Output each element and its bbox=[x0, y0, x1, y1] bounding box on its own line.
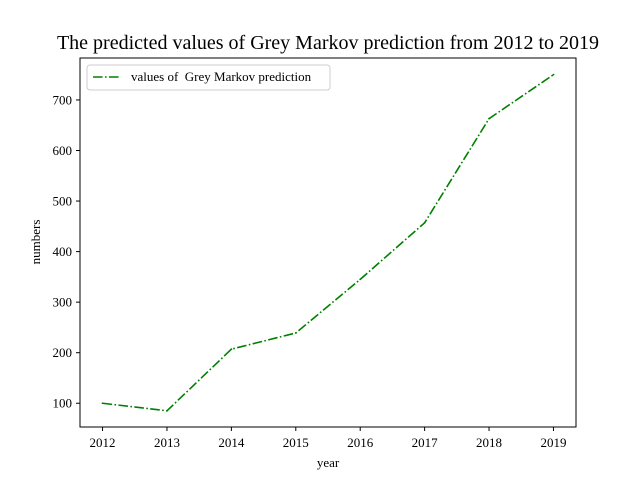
data-point bbox=[552, 73, 555, 76]
data-point bbox=[230, 348, 233, 351]
chart-title: The predicted values of Grey Markov pred… bbox=[57, 32, 599, 54]
y-tick-label: 200 bbox=[53, 345, 73, 360]
series-line bbox=[102, 74, 554, 412]
legend-label: values of Grey Markov prediction bbox=[131, 69, 312, 84]
x-tick-label: 2012 bbox=[90, 435, 116, 450]
x-tick-label: 2014 bbox=[218, 435, 245, 450]
legend-box bbox=[86, 64, 331, 91]
plot-area bbox=[79, 57, 577, 428]
data-point bbox=[423, 221, 426, 224]
data-point bbox=[294, 332, 297, 334]
y-tick-label: 300 bbox=[53, 295, 73, 310]
y-tick-label: 100 bbox=[53, 396, 73, 411]
y-axis-label: numbers bbox=[28, 220, 43, 265]
data-point bbox=[166, 409, 168, 412]
data-point bbox=[101, 402, 104, 405]
x-tick-label: 2016 bbox=[347, 435, 374, 450]
x-axis-label: year bbox=[317, 455, 340, 470]
legend: values of Grey Markov prediction bbox=[86, 64, 331, 91]
y-tick-label: 600 bbox=[53, 143, 73, 158]
data-point bbox=[359, 278, 362, 281]
x-tick-label: 2015 bbox=[283, 435, 309, 450]
series-layer bbox=[101, 73, 555, 412]
y-tick-label: 700 bbox=[53, 92, 73, 107]
y-tick-label: 500 bbox=[53, 194, 73, 209]
data-point bbox=[488, 117, 490, 120]
x-axis: 2012 2013 2014 2015 2016 2017 2018 2019 bbox=[90, 427, 566, 450]
x-tick-label: 2019 bbox=[540, 435, 566, 450]
x-tick-label: 2017 bbox=[412, 435, 439, 450]
x-tick-label: 2013 bbox=[154, 435, 180, 450]
y-axis: 100 200 300 400 500 600 700 bbox=[53, 92, 80, 411]
x-tick-label: 2018 bbox=[476, 435, 502, 450]
y-tick-label: 400 bbox=[53, 244, 73, 259]
